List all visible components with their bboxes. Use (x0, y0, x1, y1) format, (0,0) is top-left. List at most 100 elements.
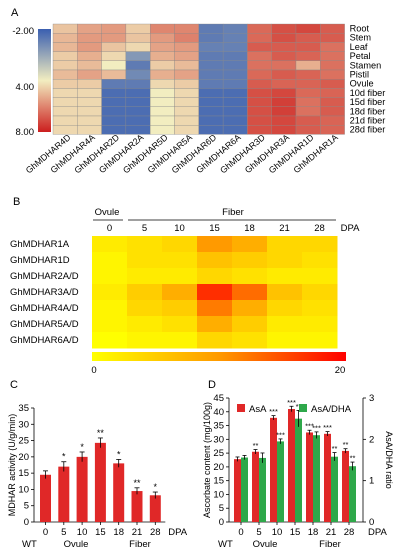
bar-c (76, 456, 88, 522)
heatmap-a-cell (150, 97, 175, 107)
y2-axis-label-d: AsA/DHA ratio (384, 431, 394, 489)
significance-d: *** (276, 430, 285, 439)
heatmap-b-cell (197, 300, 233, 317)
y-tick-label-c: 5 (24, 501, 29, 512)
heatmap-b-cell (267, 268, 303, 285)
heatmap-a-cell (150, 60, 175, 71)
heatmap-a-cell (101, 51, 127, 61)
heatmap-a-cell (77, 60, 102, 71)
heatmap-b-cell (267, 236, 303, 253)
heatmap-a-cell (247, 42, 272, 52)
heatmap-a-cell (125, 115, 151, 126)
x-tick-label-c: 28 (150, 527, 161, 538)
heatmap-b-cell (162, 332, 198, 349)
colorbar-a (38, 29, 51, 132)
heatmap-a-cell (320, 42, 345, 52)
heatmap-b-cell (302, 332, 338, 349)
bar-d-asa (270, 417, 277, 522)
heatmap-a-cell (247, 23, 272, 34)
heatmap-a-cell (222, 115, 248, 126)
heatmap-a-cell (222, 88, 248, 98)
heatmap-a-cell (125, 42, 151, 52)
heatmap-a-cell (77, 106, 102, 117)
heatmap-a-cell (198, 51, 224, 61)
group-label-fiber-d: Fiber (319, 539, 341, 550)
heatmap-a-cell (198, 23, 224, 34)
heatmap-a-cell (101, 79, 127, 89)
heatmap-a-cell (174, 69, 199, 80)
y-tick-label-d: 25 (213, 448, 224, 459)
heatmap-b-row-label: GhMDHAR4A/D (10, 303, 79, 314)
y-tick-label-d: 15 (213, 476, 224, 487)
heatmap-a-row-label: 15d fiber (350, 97, 386, 107)
heatmap-a-cell (150, 106, 175, 117)
heatmap-a-cell (77, 51, 102, 61)
y-tick-label-d: 30 (213, 434, 224, 445)
heatmap-b-cell (232, 268, 268, 285)
bar-d-ratio (277, 441, 284, 522)
heatmap-b-cell (127, 284, 163, 301)
heatmap-a-row-label: Ovule (350, 79, 374, 89)
heatmap-a-cell (101, 97, 127, 107)
heatmap-a-row-label: Stamen (350, 60, 382, 70)
y-tick-label-c: 0 (24, 517, 29, 528)
significance-c: * (154, 482, 158, 492)
heatmap-a-cell (295, 79, 321, 89)
heatmap-a-cell (271, 60, 297, 71)
heatmap-a-cell (52, 42, 78, 52)
heatmap-a-cell (150, 42, 175, 52)
heatmap-a-row-label: Leaf (350, 42, 368, 52)
heatmap-a-cell (198, 33, 224, 43)
bar-c (40, 474, 51, 522)
heatmap-b-row-label: GhMDHAR3A/D (10, 287, 79, 298)
x-tick-label-c: 5 (61, 527, 66, 538)
heatmap-b-cell (232, 236, 268, 253)
heatmap-b-cell (162, 316, 198, 333)
heatmap-a-cell (174, 97, 199, 107)
heatmap-a-cell (295, 23, 321, 34)
heatmap-b-col-label: 18 (244, 223, 255, 234)
y-tick-label-c: 30 (18, 419, 29, 430)
heatmap-a-cell (77, 97, 102, 107)
heatmap-a-cell (295, 33, 321, 43)
heatmap-b-cell (92, 268, 128, 285)
heatmap-b-cell (197, 332, 233, 349)
y-tick-label-d: 20 (213, 462, 224, 473)
heatmap-b-row-label: GhMDHAR1D (10, 255, 70, 266)
heatmap-b-cell (232, 316, 268, 333)
heatmap-a-cell (125, 97, 151, 107)
heatmap-b: Ovule Fiber DPA GhMDHAR1A GhMDHAR1D GhMDHA… (10, 207, 360, 376)
group-label-wt-c: WT (22, 539, 37, 550)
bar-d-ratio (295, 418, 302, 522)
heatmap-a-cell (295, 106, 321, 117)
group-label-fiber: Fiber (222, 207, 244, 218)
heatmap-a-cell (222, 42, 248, 52)
heatmap-a-cell (320, 97, 345, 107)
y-axis-label-c: MDHAR activity (U/g/min) (7, 414, 17, 517)
x-axis-label-c: DPA (168, 527, 187, 538)
heatmap-b-cell (232, 284, 268, 301)
significance-d: ** (350, 454, 356, 463)
heatmap-a-cell (198, 42, 224, 52)
x-tick-label-d: 5 (256, 527, 261, 538)
heatmap-a-row-label: 10d fiber (350, 88, 386, 98)
heatmap-b-cell (302, 236, 338, 253)
colorbar-b-min: 0 (91, 365, 96, 376)
legend-label-ratio: AsA/DHA (311, 404, 352, 415)
bar-d-ratio (313, 435, 320, 522)
heatmap-b-cell (127, 332, 163, 349)
x-tick-label-d: 21 (326, 527, 337, 538)
heatmap-b-cell (302, 284, 338, 301)
heatmap-b-row-label: GhMDHAR1A (10, 239, 70, 250)
heatmap-a-cell (52, 60, 78, 71)
heatmap-a-cell (174, 60, 199, 71)
x-tick-label-c: 10 (77, 527, 88, 538)
heatmap-b-cell (162, 268, 198, 285)
heatmap-a-cell (52, 88, 78, 98)
colorbar-a-tick-top: -2.00 (12, 26, 34, 37)
heatmap-a-cell (77, 69, 102, 80)
heatmap-a-row-label: Petal (350, 51, 371, 61)
heatmap-a-cell (52, 33, 78, 43)
heatmap-a-cell (150, 69, 175, 80)
